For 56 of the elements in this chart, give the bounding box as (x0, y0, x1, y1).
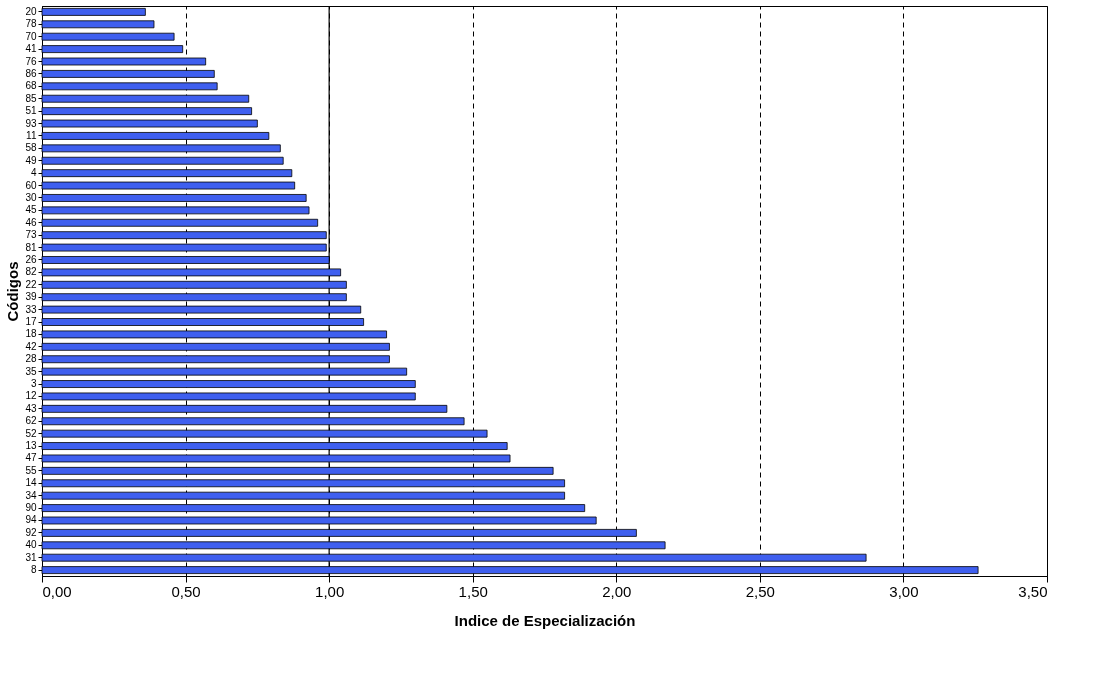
x-tick-label: 2,00 (602, 582, 632, 600)
y-tick-label: 13 (25, 440, 37, 452)
y-axis-title: Códigos (4, 261, 22, 322)
y-tick-label: 46 (25, 216, 37, 228)
y-tick-label: 52 (25, 427, 37, 439)
y-tick-label: 51 (25, 105, 37, 117)
y-tick-label: 11 (26, 129, 37, 141)
y-tick-label: 4 (30, 167, 37, 179)
x-tick-label: 3,50 (1018, 582, 1048, 600)
y-tick-label: 43 (25, 402, 37, 414)
x-tick-label: 0,50 (171, 582, 201, 600)
y-tick-label: 58 (25, 142, 37, 154)
x-tick-label: 2,50 (745, 582, 775, 600)
y-tick-label: 33 (25, 303, 37, 315)
y-tick-label: 3 (30, 378, 37, 390)
x-tick-label: 0,00 (42, 582, 72, 600)
y-tick-label: 40 (25, 539, 37, 551)
y-tick-label: 35 (25, 365, 37, 377)
y-tick-label: 90 (25, 502, 37, 514)
y-tick-label: 8 (30, 564, 37, 576)
y-tick-label: 82 (25, 266, 37, 278)
y-tick-label: 28 (25, 353, 37, 365)
y-tick-label: 93 (25, 117, 37, 129)
y-tick-label: 42 (25, 340, 37, 352)
y-tick-label: 49 (25, 154, 37, 166)
y-tick-label: 81 (25, 241, 37, 253)
y-tick-label: 39 (25, 291, 37, 303)
y-tick-label: 14 (25, 477, 37, 489)
y-tick-label: 70 (25, 30, 37, 42)
y-tick-label: 20 (25, 5, 37, 17)
x-tick-label: 1,00 (315, 582, 345, 600)
y-tick-label: 31 (25, 551, 37, 563)
y-tick-label: 12 (25, 390, 37, 402)
y-tick-label: 68 (25, 80, 37, 92)
x-axis-title: Indice de Especialización (454, 611, 636, 629)
y-tick-label: 60 (25, 179, 37, 191)
y-tick-label: 17 (25, 316, 37, 328)
y-tick-label: 30 (25, 191, 37, 203)
y-tick-label: 76 (25, 55, 37, 67)
x-tick-label: 1,50 (458, 582, 488, 600)
y-tick-label: 22 (25, 278, 37, 290)
y-tick-label: 55 (25, 464, 37, 476)
y-tick-label: 45 (25, 204, 37, 216)
y-tick-label: 86 (25, 67, 37, 79)
y-tick-label: 34 (25, 489, 37, 501)
y-tick-label: 85 (25, 92, 37, 104)
y-tick-label: 73 (25, 229, 37, 241)
y-tick-label: 18 (25, 328, 37, 340)
y-tick-label: 47 (25, 452, 37, 464)
x-tick-label: 3,00 (889, 582, 919, 600)
y-tick-label: 94 (25, 514, 37, 526)
y-tick-label: 26 (25, 253, 37, 265)
y-tick-label: 41 (25, 43, 37, 55)
y-tick-label: 92 (25, 526, 37, 538)
y-tick-label: 78 (25, 18, 37, 30)
y-tick-label: 62 (25, 415, 37, 427)
